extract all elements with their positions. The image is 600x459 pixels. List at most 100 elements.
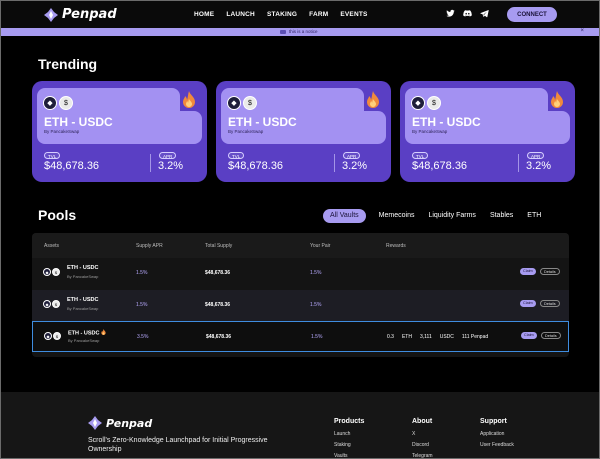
usdc-icon: $ [427, 96, 441, 110]
row-supply-apr: 1.5% [136, 270, 148, 276]
fire-icon [550, 91, 564, 109]
row-your-pair: 1.5% [311, 334, 323, 340]
footer-link-x[interactable]: X [412, 431, 416, 437]
tvl-badge: TVL [228, 152, 245, 159]
apr-badge: APR [343, 152, 361, 159]
apr-value: 3.2% [526, 160, 552, 172]
row-total-supply: $48,678.36 [205, 302, 231, 308]
pools-title: Pools [38, 207, 77, 223]
telegram-icon[interactable] [480, 9, 489, 18]
tvl-value: $48,678.36 [228, 160, 284, 172]
notice-close-icon[interactable]: × [580, 28, 584, 34]
footer-brand-name: Penpad [106, 416, 153, 430]
col-assets: Assets [44, 243, 60, 249]
col-total-supply: Total Supply [205, 243, 233, 249]
trending-card[interactable]: ◆ $ ETH - USDC By PancakeSwap TVL APR $48,678.… [216, 81, 391, 182]
claim-button[interactable]: Claim [520, 268, 536, 275]
eth-icon: ◆ [43, 96, 57, 110]
row-provider: By PancakeSwap [67, 306, 99, 311]
card-header-panel [336, 111, 386, 144]
top-header: Penpad HOME LAUNCH STAKING FARM EVENTS C… [0, 0, 600, 28]
reward-item: ETH [401, 334, 412, 340]
claim-button[interactable]: Claim [520, 300, 536, 307]
main-nav: HOME LAUNCH STAKING FARM EVENTS [194, 11, 368, 18]
claim-button[interactable]: Claim [521, 332, 537, 339]
card-provider: By PancakeSwap [44, 129, 80, 134]
discord-icon[interactable] [463, 9, 472, 18]
fire-icon [182, 91, 196, 109]
token-pair-icons: ◆ $ [411, 96, 441, 110]
fire-icon [101, 329, 107, 336]
row-total-supply: $48,678.36 [205, 270, 231, 276]
usdc-icon: $ [59, 96, 73, 110]
footer-link-staking[interactable]: Staking [334, 442, 351, 448]
row-pair-name: ETH - USDC [67, 265, 98, 271]
nav-events[interactable]: EVENTS [340, 11, 368, 18]
apr-badge: APR [159, 152, 177, 159]
table-row[interactable]: ◆ $ ETH - USDC By PancakeSwap 3.5% $48,678.36… [32, 321, 569, 352]
tvl-badge: TVL [412, 152, 429, 159]
footer-link-launch[interactable]: Launch [334, 431, 351, 437]
eth-icon: ◆ [43, 300, 51, 308]
apr-value: 3.2% [342, 160, 368, 172]
footer-col-title: Products [334, 418, 365, 425]
usdc-icon: $ [52, 268, 60, 276]
details-button[interactable]: Details [541, 332, 561, 339]
footer-link-user-feedback[interactable]: User Feedback [480, 442, 514, 448]
card-provider: By PancakeSwap [412, 129, 448, 134]
token-pair-icons: ◆ $ [227, 96, 257, 110]
twitter-icon[interactable] [446, 9, 455, 18]
filter-memecoins[interactable]: Memecoins [378, 212, 415, 219]
footer-col-products: Products Launch Staking Vaults [334, 418, 364, 459]
fire-icon [366, 91, 380, 109]
filter-all-vaults[interactable]: All Vaults [323, 209, 366, 223]
table-row[interactable]: ◆ $ ETH - USDC By PancakeSwap 1.5% $48,678.36… [32, 258, 569, 289]
usdc-icon: $ [52, 300, 60, 308]
usdc-icon: $ [243, 96, 257, 110]
token-pair-icons: ◆ $ [44, 332, 61, 340]
filter-liquidity-farms[interactable]: Liquidity Farms [428, 212, 476, 219]
usdc-icon: $ [53, 332, 61, 340]
card-pair-name: ETH - USDC [44, 115, 113, 129]
footer: Penpad Scroll's Zero-Knowledge Launchpad… [0, 392, 600, 459]
footer-col-title: About [412, 418, 433, 425]
notice-flag-icon [280, 29, 286, 34]
details-button[interactable]: Details [540, 268, 560, 275]
token-pair-icons: ◆ $ [43, 96, 73, 110]
table-row[interactable]: ◆ $ ETH - USDC By PancakeSwap 1.5% $48,678.36… [32, 290, 569, 321]
footer-link-telegram[interactable]: Telegram [412, 453, 433, 459]
brand-logo[interactable]: Penpad [44, 7, 117, 22]
trending-card[interactable]: ◆ $ ETH - USDC By PancakeSwap TVL APR $48,678.… [32, 81, 207, 182]
footer-link-discord[interactable]: Discord [412, 442, 429, 448]
brand-name: Penpad [62, 7, 117, 22]
penpad-logo-icon [44, 7, 58, 22]
footer-logo[interactable]: Penpad [88, 416, 152, 430]
trending-card[interactable]: ◆ $ ETH - USDC By PancakeSwap TVL APR $48,678.… [400, 81, 575, 182]
card-divider [518, 154, 519, 172]
details-button[interactable]: Details [540, 300, 560, 307]
token-pair-icons: ◆ $ [43, 300, 60, 308]
eth-icon: ◆ [411, 96, 425, 110]
col-rewards: Rewards [386, 243, 406, 249]
reward-item: 111 Penpad [461, 334, 489, 340]
row-supply-apr: 1.5% [136, 302, 148, 308]
filter-stables[interactable]: Stables [489, 212, 514, 219]
footer-link-application[interactable]: Application [480, 431, 505, 437]
row-pair-label: ETH - USDC [68, 330, 100, 337]
eth-icon: ◆ [43, 268, 51, 276]
card-header-panel [520, 111, 570, 144]
filter-eth[interactable]: ETH [527, 212, 542, 219]
connect-button[interactable]: CONNECT [507, 7, 557, 22]
row-provider: By PancakeSwap [68, 338, 100, 343]
col-your-pair: Your Pair [310, 243, 331, 249]
card-pair-name: ETH - USDC [412, 115, 481, 129]
nav-farm[interactable]: FARM [309, 11, 329, 18]
nav-staking[interactable]: STAKING [266, 11, 298, 18]
card-divider [150, 154, 151, 172]
footer-link-vaults[interactable]: Vaults [334, 453, 348, 459]
row-provider: By PancakeSwap [67, 274, 99, 279]
pool-filters: All Vaults Memecoins Liquidity Farms Sta… [323, 209, 548, 223]
nav-launch[interactable]: LAUNCH [226, 11, 255, 18]
row-your-pair: 1.5% [310, 302, 322, 308]
nav-home[interactable]: HOME [194, 11, 215, 18]
